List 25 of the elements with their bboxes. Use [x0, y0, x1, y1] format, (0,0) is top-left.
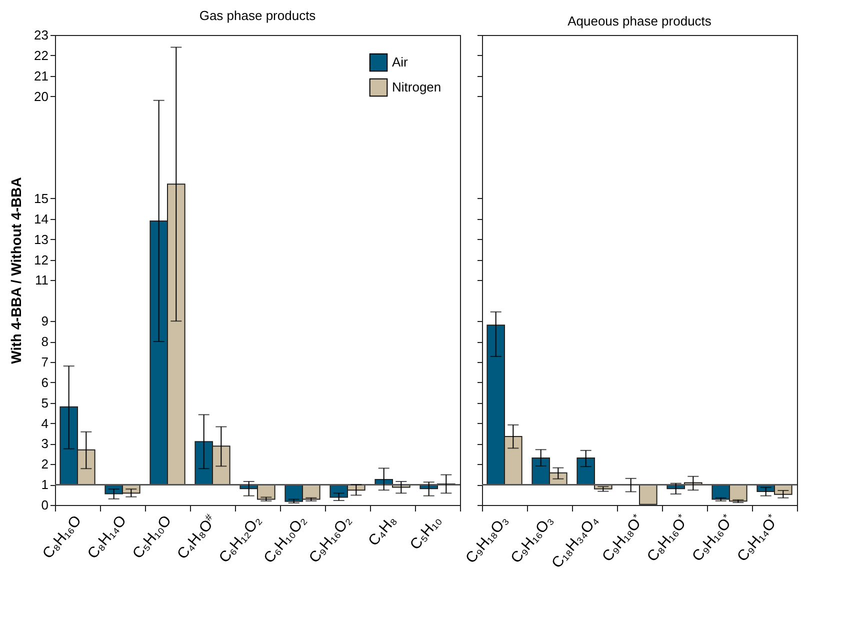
legend-label: Air	[392, 54, 409, 70]
y-tick-label: 7	[41, 354, 48, 370]
y-tick-label: 5	[41, 395, 48, 410]
y-tick-label: 6	[41, 374, 48, 390]
y-tick-label: 3	[41, 436, 48, 452]
y-tick-label: 15	[34, 190, 48, 206]
y-tick-label: 23	[34, 28, 48, 42]
y-tick-label: 8	[41, 334, 48, 350]
y-tick-label: 14	[34, 211, 48, 226]
y-tick-label: 11	[35, 272, 48, 288]
chart-title: Gas phase products	[199, 8, 316, 23]
y-tick-label: 9	[41, 314, 48, 329]
y-axis-title: With 4-BBA / Without 4-BBA	[8, 177, 24, 364]
y-tick-label: 22	[34, 48, 48, 63]
y-tick-label: 2	[41, 456, 48, 472]
y-tick-label: 21	[34, 68, 48, 84]
y-tick-label: 12	[34, 252, 48, 268]
y-tick-label: 1	[41, 477, 48, 492]
y-tick-label: 13	[34, 232, 48, 247]
legend-label: Nitrogen	[392, 80, 442, 94]
x-tick-label: C₄H₈	[365, 512, 400, 550]
chart-title: Aqueous phase products	[568, 14, 712, 28]
y-tick-label: 20	[34, 88, 48, 104]
y-tick-label: 0	[41, 498, 48, 512]
y-tick-label: 4	[41, 416, 48, 431]
